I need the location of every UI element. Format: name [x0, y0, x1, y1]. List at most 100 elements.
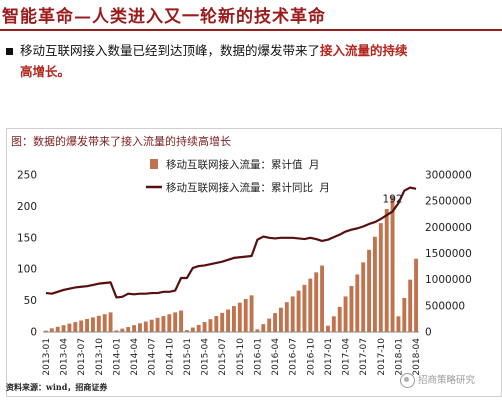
- bar: [367, 249, 371, 332]
- bar: [108, 312, 113, 333]
- bar: [373, 236, 377, 332]
- y-right-tick-label: 1000000: [425, 274, 472, 286]
- bar: [167, 314, 172, 332]
- bar: [261, 324, 266, 332]
- x-tick-label: 2017-01: [324, 338, 334, 376]
- bar: [179, 310, 183, 332]
- chart-svg: 0 50 100 150 200 250 0 500000 1000000 1500000 2000…: [17, 158, 472, 376]
- x-tick-label: 2015-04: [201, 338, 211, 376]
- x-tick-label: 2014-01: [112, 338, 122, 376]
- bar: [214, 316, 219, 332]
- bar: [232, 306, 236, 332]
- source-note: 资料来源：wind，招商证券: [6, 382, 108, 392]
- legend-label-bar: 移动互联网接入流量：累计值 月: [166, 158, 319, 171]
- bar: [343, 296, 348, 332]
- bar: [326, 325, 330, 332]
- y-left-tick-label: 100: [17, 264, 37, 276]
- bar: [290, 296, 295, 332]
- x-tick-label: 2013-04: [60, 338, 70, 376]
- legend-label-line: 移动互联网接入流量：累计同比 月: [166, 181, 330, 194]
- x-tick-label: 2016-07: [289, 338, 299, 376]
- watermark: 招商策略研究: [400, 372, 475, 388]
- x-tick-label: 2018-04: [412, 338, 422, 376]
- bar: [49, 328, 54, 332]
- bar: [414, 258, 418, 332]
- bar: [85, 318, 89, 332]
- x-tick-label: 2017-07: [359, 338, 369, 376]
- y-right-tick-label: 3000000: [425, 170, 472, 182]
- bar: [255, 329, 260, 332]
- bar: [149, 319, 154, 332]
- bar: [126, 327, 131, 332]
- y-right-tick-label: 500000: [425, 300, 465, 312]
- page-title: 智能革命—人类进入又一轮新的技术革命: [2, 7, 326, 27]
- x-tick-label: 2017-10: [377, 338, 387, 376]
- x-tick-label: 2016-04: [271, 338, 281, 376]
- x-tick-label: 2014-07: [148, 338, 158, 376]
- bar: [378, 223, 383, 332]
- bar: [143, 321, 148, 332]
- bar: [355, 274, 360, 332]
- bar: [190, 327, 195, 332]
- bar: [349, 285, 354, 332]
- bar: [396, 316, 401, 332]
- x-tick-label: 2013-10: [95, 338, 105, 376]
- bar: [384, 209, 389, 332]
- bullet-square-icon: [6, 47, 13, 55]
- x-tick-label: 2013-07: [77, 338, 87, 376]
- bar: [202, 322, 207, 332]
- bar: [67, 323, 72, 332]
- x-tick-label: 2015-07: [218, 338, 228, 376]
- bar: [337, 306, 342, 332]
- bar: [402, 297, 407, 332]
- y-left-tick-label: 200: [17, 201, 37, 213]
- x-tick-label: 2013-01: [42, 338, 52, 376]
- y-left-tick-label: 250: [17, 170, 37, 182]
- bar: [308, 278, 313, 332]
- bar: [249, 295, 254, 332]
- bar: [102, 314, 107, 332]
- y-right-tick-label: 1500000: [425, 248, 472, 260]
- x-tick-label: 2015-10: [236, 338, 246, 376]
- bar: [120, 328, 125, 332]
- bar: [196, 324, 201, 332]
- bar: [361, 262, 366, 332]
- bar: [208, 319, 213, 332]
- bar: [138, 323, 142, 332]
- wechat-icon: [400, 373, 415, 388]
- x-tick-label: 2014-04: [130, 338, 140, 376]
- bar: [408, 279, 413, 332]
- bar: [390, 195, 395, 332]
- y-right-tick-label: 2500000: [425, 196, 472, 208]
- bar: [320, 265, 324, 332]
- y-left-tick-label: 150: [17, 232, 37, 244]
- watermark-text: 招商策略研究: [418, 375, 476, 386]
- bar: [91, 317, 95, 332]
- y-right-tick-label: 2000000: [425, 222, 472, 234]
- bar: [61, 325, 66, 332]
- x-tick-label: 2016-10: [306, 338, 316, 376]
- bar: [44, 330, 48, 332]
- chart-figure: 图：数据的爆发带来了接入流量的持续高增长 0 50 100 150 200 250 0 500…: [6, 128, 502, 397]
- bar: [331, 316, 336, 332]
- bar: [243, 299, 248, 332]
- bar: [302, 284, 307, 332]
- data-label-annotation: 192: [383, 193, 403, 205]
- bar: [220, 312, 225, 332]
- bar: [73, 322, 78, 332]
- y-left-tick-label: 0: [30, 327, 37, 339]
- bar: [55, 326, 60, 332]
- bar: [132, 325, 136, 332]
- bar: [273, 313, 277, 332]
- bar: [296, 290, 301, 332]
- legend-swatch-bar: [150, 159, 158, 169]
- x-tick-label: 2015-01: [183, 338, 193, 376]
- bar: [173, 312, 178, 333]
- figure-title: 图：数据的爆发带来了接入流量的持续高增长: [11, 135, 231, 148]
- bar: [267, 318, 272, 332]
- y-right-tick-label: 0: [425, 327, 432, 339]
- bar: [226, 309, 230, 332]
- x-tick-label: 2014-10: [165, 338, 175, 376]
- bullet-text: 移动互联网接入数量已经到达顶峰，数据的爆发带来了: [20, 43, 321, 58]
- bullet-text-tail: 高增长。: [20, 64, 71, 79]
